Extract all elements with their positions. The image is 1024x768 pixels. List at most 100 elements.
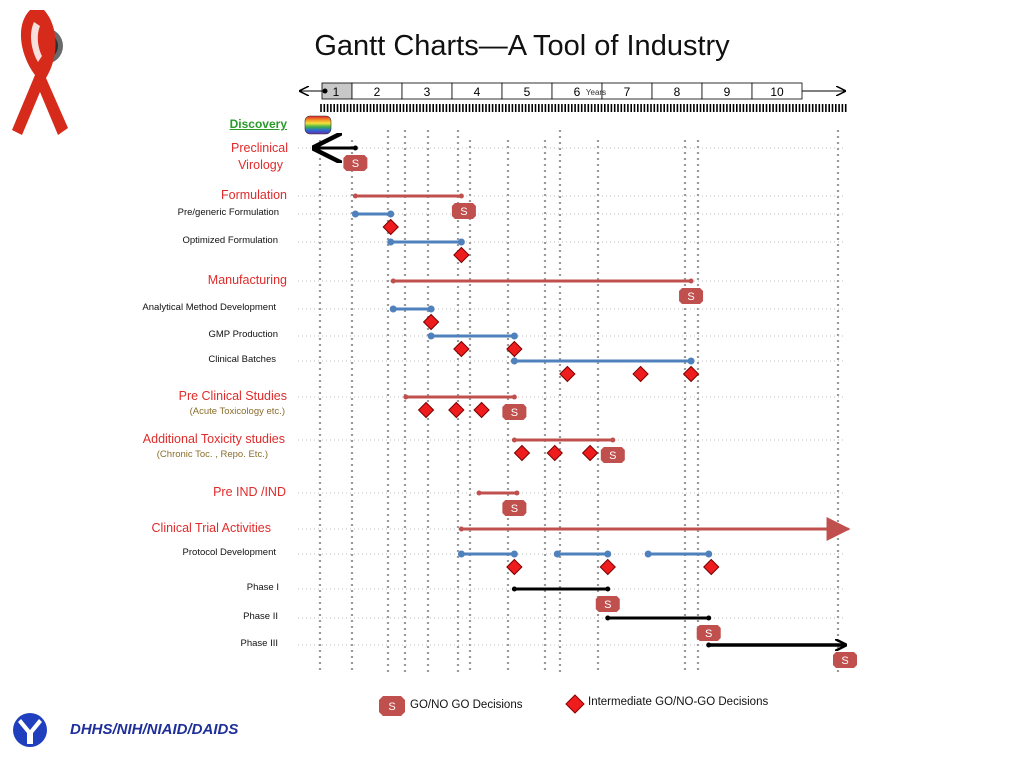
- year-tick-label: 5: [524, 85, 531, 99]
- axis-start-dot: [322, 88, 328, 94]
- intermediate-decision-diamond: [599, 558, 616, 576]
- intermediate-decision-diamond: [513, 444, 531, 462]
- bar-start-dot: [458, 526, 464, 532]
- bar-start-dot: [605, 615, 611, 621]
- go-no-go-badge-letter: S: [511, 503, 518, 515]
- year-tick-label: 3: [424, 85, 431, 99]
- row-label-protocol: Protocol Development: [182, 547, 276, 558]
- legend-intermediate-text: Intermediate GO/NO-GO Decisions: [588, 696, 769, 708]
- go-no-go-badge-letter: S: [604, 599, 611, 611]
- bar-end-dot: [511, 394, 517, 400]
- bar-end-dot: [610, 437, 616, 443]
- bar-end-dot: [458, 193, 464, 199]
- bar-start-dot: [351, 210, 359, 218]
- intermediate-decision-diamond: [382, 218, 399, 236]
- legend-go-no-go-text: GO/NO GO Decisions: [410, 699, 523, 711]
- row-label-optimized: Optimized Formulation: [182, 235, 278, 246]
- row-sublabel-preclinstudies: (Acute Toxicology etc.): [189, 406, 285, 417]
- bar-start-dot: [510, 357, 518, 365]
- intermediate-decision-diamond: [703, 558, 720, 576]
- intermediate-decision-diamond: [422, 313, 440, 331]
- go-no-go-badge: [600, 447, 625, 463]
- bar-end-dot: [387, 210, 395, 218]
- bar-start-dot: [476, 490, 482, 496]
- row-label-pregeneric: Pre/generic Formulation: [177, 207, 279, 218]
- row-label-discovery: Discovery: [229, 117, 287, 131]
- row-label-batches: Clinical Batches: [208, 354, 276, 365]
- year-tick-label: 10: [770, 85, 784, 99]
- row-label-phase2: Phase II: [243, 611, 278, 622]
- footer-agency: DHHS/NIH/NIAID/DAIDS: [70, 721, 239, 738]
- years-axis-label: Years: [586, 88, 606, 97]
- bar-start-dot: [511, 586, 517, 592]
- bar-start-dot: [390, 278, 396, 284]
- bar-end-dot: [510, 550, 518, 558]
- year-tick-label: 8: [674, 85, 681, 99]
- niaid-logo-icon: [13, 713, 47, 747]
- bar-start-dot: [387, 238, 395, 246]
- year-tick-label: 1: [333, 85, 340, 99]
- year-cell: [751, 82, 803, 100]
- legend-s-letter: S: [388, 701, 395, 713]
- go-no-go-badge: [451, 203, 476, 219]
- go-no-go-badge-letter: S: [609, 450, 616, 462]
- year-tick-label: 6: [574, 85, 581, 99]
- row-label-phase1: Phase I: [246, 582, 279, 593]
- intermediate-decision-diamond: [473, 401, 490, 419]
- bar-start-dot: [403, 394, 409, 400]
- bar-end-dot: [604, 550, 612, 558]
- intermediate-decision-diamond: [682, 365, 700, 383]
- year-tick-label: 7: [624, 85, 631, 99]
- row-label-analytical: Analytical Method Development: [142, 302, 276, 313]
- go-no-go-badge-letter: S: [841, 655, 848, 667]
- discovery-rainbow-icon: [304, 115, 332, 135]
- row-label-formulation: Formulation: [221, 187, 287, 202]
- row-label-preclinstudies: Pre Clinical Studies: [178, 388, 287, 403]
- red-ribbon-icon: [12, 10, 68, 135]
- row-label-phase3: Phase III: [240, 638, 279, 649]
- row-label-clintrial: Clinical Trial Activities: [151, 520, 271, 535]
- intermediate-decision-diamond: [453, 246, 470, 264]
- row-label-preclinical-line2: Virology: [238, 158, 283, 172]
- bar-end-dot: [510, 332, 518, 340]
- intermediate-decision-diamond: [448, 401, 465, 419]
- intermediate-decision-diamond: [581, 444, 599, 462]
- row-label-manufacturing: Manufacturing: [207, 272, 287, 287]
- row-label-preclinical: Preclinical: [231, 141, 288, 155]
- year-tick-label: 2: [374, 85, 381, 99]
- bar-start-dot: [706, 642, 712, 648]
- go-no-go-badge: [679, 288, 704, 304]
- bar-end-dot: [605, 586, 611, 592]
- go-no-go-badge: [502, 404, 527, 420]
- go-no-go-badge-letter: S: [705, 628, 712, 640]
- intermediate-decision-diamond: [546, 444, 563, 462]
- go-no-go-badge: [502, 500, 527, 516]
- bar-start-dot: [352, 193, 358, 199]
- go-no-go-badge: [595, 596, 620, 612]
- row-label-preind: Pre IND /IND: [213, 484, 286, 499]
- go-no-go-badge-letter: S: [460, 206, 467, 218]
- bar-end-dot: [687, 357, 695, 365]
- legend-s-badge: S: [379, 696, 405, 716]
- bar-end-dot: [352, 145, 358, 151]
- go-no-go-badge-letter: S: [687, 291, 694, 303]
- bar-end-dot: [705, 550, 713, 558]
- page-title: Gantt Charts—A Tool of Industry: [314, 30, 730, 62]
- bar-end-dot: [514, 490, 520, 496]
- row-sublabel-addtox: (Chronic Toc. , Repo. Etc.): [156, 449, 268, 460]
- legend-diamond-icon: [565, 694, 585, 714]
- row-label-gmp: GMP Production: [208, 329, 278, 340]
- go-no-go-badge: [696, 625, 721, 641]
- intermediate-decision-diamond: [453, 340, 470, 358]
- year-tick-label: 4: [474, 85, 481, 99]
- go-no-go-badge-letter: S: [511, 407, 518, 419]
- bar-start-dot: [511, 437, 517, 443]
- bar-end-dot: [427, 305, 435, 313]
- bar-start-dot: [644, 550, 652, 558]
- year-tick-label: 9: [724, 85, 731, 99]
- row-label-addtox: Additional Toxicity studies: [142, 431, 285, 446]
- intermediate-decision-diamond: [559, 365, 576, 383]
- bar-end-dot: [688, 278, 694, 284]
